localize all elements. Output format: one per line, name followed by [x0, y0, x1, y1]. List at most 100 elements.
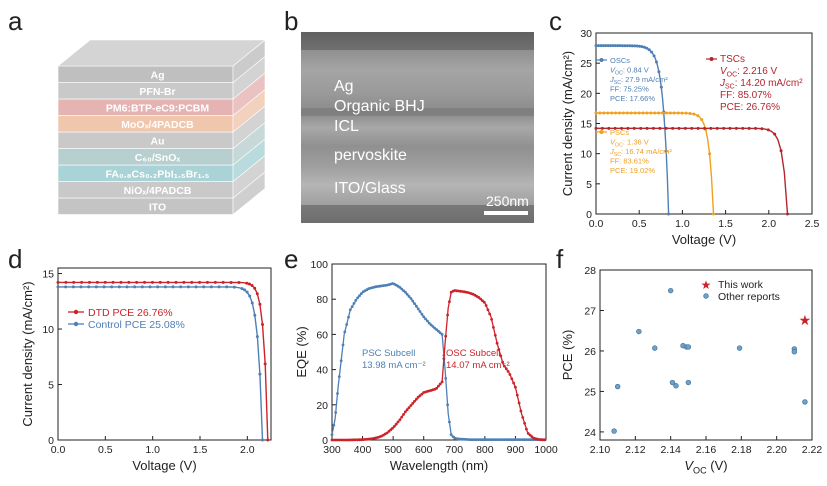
chart-c-point-pscs-2: [598, 111, 602, 115]
chart-c-point-pscs-42: [676, 111, 680, 115]
chart-e-point-0-672: [444, 377, 448, 380]
chart-c-legend-oscs-0: OSCs: [610, 56, 630, 65]
chart-c-point-pscs-28: [649, 111, 653, 115]
stack-layer-0: Ag: [57, 39, 266, 84]
chart-c-point-tscs-24: [671, 126, 675, 130]
chart-e-point-1-660: [440, 380, 444, 384]
chart-c-point-oscs-52: [657, 70, 661, 74]
chart-c-legend-tscs-2: JSC: 14.20 mA/cm²: [719, 78, 803, 91]
chart-c-legend-oscs-4: PCE: 17.66%: [610, 94, 655, 103]
chart-c-point-pscs-12: [618, 111, 622, 115]
chart-d-point-control-27: [125, 285, 129, 289]
chart-c-point-pscs-32: [657, 111, 661, 115]
chart-e-point-1-510: [394, 422, 398, 426]
chart-d-point-control-76: [250, 301, 254, 305]
chart-c-legend-tscs-3: FF: 85.07%: [720, 90, 772, 101]
chart-e-point-0-660: [440, 333, 444, 336]
chart-d-legend-marker-dtd: [73, 309, 79, 315]
chart-e-point-1-930: [523, 421, 526, 425]
chart-f-ytick-label-1: 25: [584, 386, 596, 398]
chart-c-point-oscs-44: [647, 48, 651, 52]
chart-e-point-1-498: [391, 426, 394, 430]
chart-e-point-1-786: [479, 297, 482, 301]
chart-e-point-0-348: [345, 323, 349, 326]
chart-e-point-0-342: [343, 330, 347, 334]
chart-d-point-control-78: [255, 335, 259, 339]
chart-c-point-tscs-50: [754, 126, 758, 130]
chart-f-pce-vs-voc: 2.10 2.12 2.14 2.16 2.18 2.20 2.22 24 25 26 27 28 VO…: [560, 265, 822, 475]
chart-e-point-0-600: [422, 315, 426, 319]
stack-layer-label-4: Au: [151, 136, 165, 148]
chart-d-point-control-69: [232, 285, 236, 289]
sem-icl-band: [301, 108, 534, 116]
chart-d-xtick-label-4: 2.0: [240, 444, 255, 456]
chart-c-point-tscs-26: [677, 126, 681, 130]
chart-e-point-0-588: [418, 310, 422, 313]
sem-top-band: [301, 32, 534, 50]
chart-c-point-oscs-0: [594, 44, 598, 48]
panel-letter-c: c: [549, 6, 562, 36]
chart-d-point-dtd-36: [150, 280, 154, 284]
chart-e-point-1-954: [530, 435, 534, 439]
chart-c-point-pscs-40: [672, 111, 676, 115]
chart-c-point-tscs-4: [607, 126, 611, 130]
chart-f-point-other-11: [736, 345, 743, 351]
chart-d-xtick-label-1: 0.5: [98, 444, 113, 456]
chart-c-xtick-label-4: 2.0: [761, 218, 776, 230]
chart-e-point-1-870: [504, 367, 508, 371]
chart-d-point-dtd-69: [237, 281, 241, 285]
chart-e-point-1-810: [486, 308, 490, 312]
chart-c-xtick-label-5: 2.5: [805, 218, 820, 230]
chart-d-point-dtd-24: [119, 280, 123, 284]
chart-e-point-1-816: [488, 312, 492, 316]
chart-d-plot-frame: [57, 267, 272, 441]
chart-d-point-dtd-12: [87, 280, 91, 284]
chart-e-point-0-528: [400, 287, 404, 291]
chart-c-point-pscs-48: [688, 111, 692, 115]
chart-e-ytick-label-4: 80: [316, 294, 328, 306]
chart-c-legend-pscs-2: JSC: 16.74 mA/cm²: [609, 147, 672, 158]
chart-e-point-1-828: [492, 326, 495, 329]
chart-c-point-oscs-8: [604, 44, 608, 48]
chart-e-point-1-534: [402, 413, 405, 416]
chart-d-point-control-18: [102, 285, 106, 289]
chart-c-point-tscs-18: [651, 126, 655, 130]
chart-f-point-other-9: [685, 379, 692, 386]
stack-layer-label-1: PFN-Br: [139, 86, 175, 98]
chart-c-point-oscs-4: [599, 44, 603, 48]
chart-d-point-dtd-45: [174, 280, 178, 284]
chart-c-point-pscs-22: [637, 111, 641, 115]
chart-c-point-oscs-22: [621, 44, 625, 48]
chart-d-point-control-48: [179, 285, 183, 289]
chart-c-point-tscs-60: [785, 212, 789, 216]
chart-e-point-0-570: [413, 302, 416, 305]
stack-layer-front-8: [57, 197, 234, 215]
chart-c-point-pscs-52: [696, 114, 700, 118]
chart-c-point-tscs-12: [632, 126, 636, 130]
chart-e-point-0-534: [402, 289, 405, 292]
chart-c-legend-tscs-0: TSCs: [720, 54, 745, 65]
chart-e-point-0-636: [433, 326, 437, 330]
chart-c-point-pscs-24: [641, 111, 645, 115]
chart-e-label-osc-jsc: 14.07 mA cm⁻²: [446, 360, 510, 371]
chart-e-point-1-528: [400, 415, 404, 419]
chart-d-point-dtd-9: [80, 280, 84, 284]
sem-cross-section: Ag Organic BHJ ICL pervoskite ITO/Glass …: [301, 32, 534, 223]
chart-c-point-tscs-0: [594, 126, 598, 130]
chart-c-point-pscs-30: [653, 111, 657, 115]
chart-d-xlabel: Voltage (V): [132, 458, 196, 473]
chart-d-point-control-9: [79, 285, 83, 289]
chart-f-xtick-label-3: 2.16: [696, 444, 717, 456]
chart-c-point-oscs-12: [609, 44, 613, 48]
chart-c-point-pscs-44: [680, 111, 684, 115]
chart-c-ytick-label-6: 30: [580, 28, 592, 40]
chart-d-point-dtd-73: [247, 282, 251, 286]
chart-c-point-tscs-30: [690, 126, 694, 130]
chart-c-legend-oscs-3: FF: 75.25%: [610, 85, 649, 94]
chart-d-point-control-36: [148, 285, 152, 289]
chart-e-point-0-360: [348, 308, 352, 312]
stack-layer-2: PM6:BTP-eC9:PCBM: [57, 72, 266, 117]
chart-e-point-0-564: [411, 299, 415, 303]
chart-d-ytick-label-0: 0: [48, 435, 54, 447]
